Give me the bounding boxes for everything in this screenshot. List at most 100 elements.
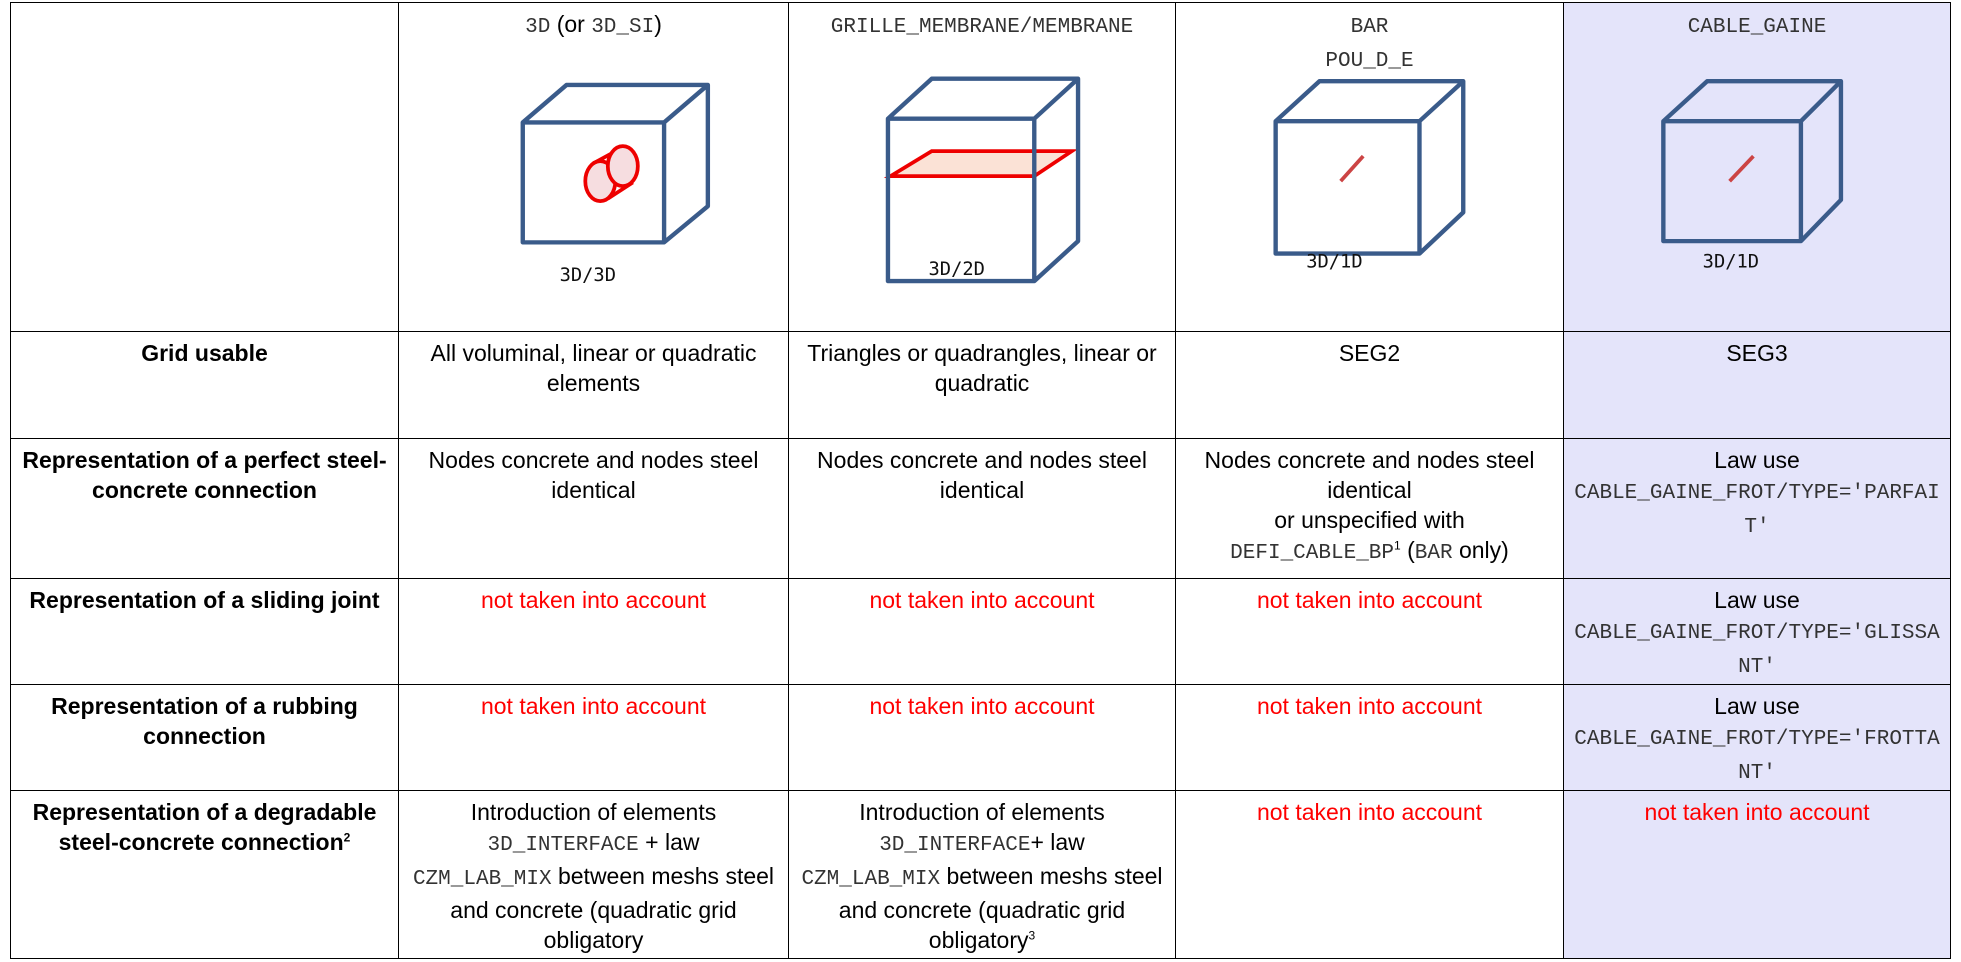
text: ( xyxy=(1400,537,1415,563)
text: not taken into account xyxy=(1256,799,1483,825)
text: not taken into account xyxy=(1644,799,1870,825)
text: Representation of a perfect steel-concre… xyxy=(22,447,387,503)
footnote-ref: 2 xyxy=(343,830,351,845)
text: Representation of a rubbing connection xyxy=(51,693,358,749)
text: Grid usable xyxy=(141,340,268,366)
text: Law use xyxy=(1714,587,1800,613)
line: GRILLE_MEMBRANE/MEMBRANE xyxy=(797,9,1167,43)
line: not taken into account xyxy=(1184,585,1555,615)
code: GRILLE_MEMBRANE/MEMBRANE xyxy=(830,16,1134,39)
line: not taken into account xyxy=(1184,797,1555,827)
text: Nodes concrete and nodes steel identical xyxy=(817,447,1147,503)
row-header: Representation of a degradable steel-con… xyxy=(10,790,399,959)
cell: Triangles or quadrangles, linear or quad… xyxy=(788,331,1176,439)
text: only) xyxy=(1452,537,1509,563)
code: CABLE_GAINE_FROT/TYPE='GLISSANT' xyxy=(1574,622,1940,679)
comparison-table: 3D (or 3D_SI) GRILLE_MEMBRANE/MEMBRANE BAR… xyxy=(10,2,1951,959)
code: CABLE_GAINE_FROT/TYPE='PARFAIT' xyxy=(1574,482,1940,539)
cell: Nodes concrete and nodes steel identical xyxy=(788,438,1176,579)
text: between meshs steel and concrete (quadra… xyxy=(450,863,775,953)
code: DEFI_CABLE_BP xyxy=(1230,542,1394,565)
row-header: Grid usable xyxy=(10,331,399,439)
line: not taken into account xyxy=(797,691,1167,721)
text: between meshs steel and concrete (quadra… xyxy=(838,863,1163,953)
line: CZM_LAB_MIX between meshs steel and conc… xyxy=(797,861,1167,955)
text: Representation of a sliding joint xyxy=(29,587,380,613)
cell: Introduction of elements 3D_INTERFACE+ la… xyxy=(788,790,1176,959)
text: not taken into account xyxy=(869,587,1095,613)
code: CZM_LAB_MIX xyxy=(412,868,552,891)
column-header: BAR POU_D_E xyxy=(1175,2,1564,332)
line: or unspecified with xyxy=(1184,505,1555,535)
line: not taken into account xyxy=(797,585,1167,615)
text: or unspecified with xyxy=(1274,507,1465,533)
column-header: CABLE_GAINE xyxy=(1563,2,1951,332)
cell: Law use CABLE_GAINE_FROT/TYPE='FROTTANT' xyxy=(1563,684,1951,791)
empty-cell xyxy=(10,2,399,332)
code: CZM_LAB_MIX xyxy=(801,868,941,891)
row: Representation of a rubbing connection no… xyxy=(10,684,1951,791)
text: SEG3 xyxy=(1726,340,1788,366)
cell: not taken into account xyxy=(1175,790,1564,959)
text: All voluminal, linear or quadratic eleme… xyxy=(430,340,757,396)
line: CABLE_GAINE_FROT/TYPE='FROTTANT' xyxy=(1572,721,1942,789)
line: not taken into account xyxy=(1572,797,1942,827)
cell: not taken into account xyxy=(398,684,789,791)
text: Triangles or quadrangles, linear or quad… xyxy=(807,340,1157,396)
line: Nodes concrete and nodes steel identical xyxy=(407,445,780,505)
cell: not taken into account xyxy=(788,578,1176,685)
cell: Law use CABLE_GAINE_FROT/TYPE='PARFAIT' xyxy=(1563,438,1951,579)
line: BAR xyxy=(1184,9,1555,43)
line: 3D (or 3D_SI) xyxy=(407,9,780,43)
text: Law use xyxy=(1714,447,1800,473)
text: Introduction of elements xyxy=(470,799,717,825)
line: Triangles or quadrangles, linear or quad… xyxy=(797,338,1167,398)
text: Representation of a degradable steel-con… xyxy=(32,799,377,855)
line: CABLE_GAINE xyxy=(1572,9,1942,43)
cell: not taken into account xyxy=(398,578,789,685)
row: Representation of a degradable steel-con… xyxy=(10,790,1951,959)
row: Representation of a sliding joint not tak… xyxy=(10,578,1951,685)
line: SEG2 xyxy=(1184,338,1555,368)
code: 3D_SI xyxy=(591,16,655,39)
text: Nodes concrete and nodes steel identical xyxy=(1204,447,1535,503)
row-header: Representation of a perfect steel-concre… xyxy=(10,438,399,579)
line: Law use xyxy=(1572,691,1942,721)
text: not taken into account xyxy=(1256,693,1483,719)
text: (or xyxy=(550,11,592,37)
code: 3D_INTERFACE xyxy=(879,834,1031,857)
footnote-ref: 1 xyxy=(1394,538,1401,553)
text: Introduction of elements xyxy=(859,799,1105,825)
cell: Nodes concrete and nodes steel identical xyxy=(398,438,789,579)
text: not taken into account xyxy=(480,587,707,613)
line: DEFI_CABLE_BP1 (BAR only) xyxy=(1184,535,1555,569)
column-header: GRILLE_MEMBRANE/MEMBRANE xyxy=(788,2,1176,332)
text: not taken into account xyxy=(869,693,1095,719)
text: Law use xyxy=(1714,693,1800,719)
row-header: Representation of a sliding joint xyxy=(10,578,399,685)
text: ) xyxy=(654,11,662,37)
line: not taken into account xyxy=(407,585,780,615)
line: Introduction of elements xyxy=(407,797,780,827)
cell: not taken into account xyxy=(1175,684,1564,791)
line: Introduction of elements xyxy=(797,797,1167,827)
cell: All voluminal, linear or quadratic eleme… xyxy=(398,331,789,439)
code: CABLE_GAINE xyxy=(1687,16,1827,39)
line: Nodes concrete and nodes steel identical xyxy=(797,445,1167,505)
code: BAR xyxy=(1350,16,1389,39)
code: POU_D_E xyxy=(1325,50,1414,73)
cell: SEG2 xyxy=(1175,331,1564,439)
line: 3D_INTERFACE + law xyxy=(407,827,780,861)
text: + law xyxy=(638,829,700,855)
code: CABLE_GAINE_FROT/TYPE='FROTTANT' xyxy=(1574,728,1940,785)
row: Grid usable All voluminal, linear or quad… xyxy=(10,331,1951,439)
line: Nodes concrete and nodes steel identical xyxy=(1184,445,1555,505)
row: Representation of a perfect steel-concre… xyxy=(10,438,1951,579)
row-header: Representation of a rubbing connection xyxy=(10,684,399,791)
cell: not taken into account xyxy=(1175,578,1564,685)
cell: SEG3 xyxy=(1563,331,1951,439)
line: 3D_INTERFACE+ law xyxy=(797,827,1167,861)
text: not taken into account xyxy=(480,693,707,719)
line: CABLE_GAINE_FROT/TYPE='GLISSANT' xyxy=(1572,615,1942,683)
